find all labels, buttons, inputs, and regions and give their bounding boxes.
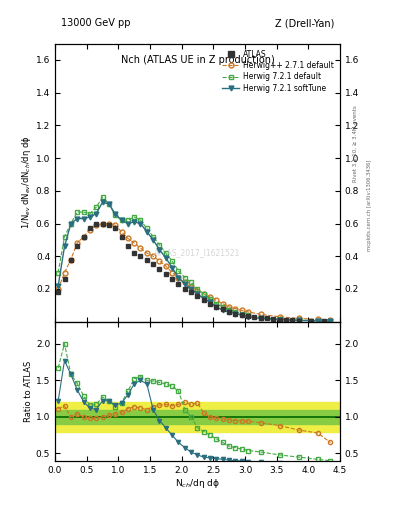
Bar (55, 402, 340, 432)
Bar (55, 410, 340, 424)
Text: 13000 GeV pp: 13000 GeV pp (61, 18, 130, 28)
Text: Nch (ATLAS UE in Z production): Nch (ATLAS UE in Z production) (121, 55, 274, 65)
Legend: ATLAS, Herwig++ 2.7.1 default, Herwig 7.2.1 default, Herwig 7.2.1 softTune: ATLAS, Herwig++ 2.7.1 default, Herwig 7.… (220, 47, 336, 95)
Y-axis label: 1/N$_{ev}$ dN$_{ev}$/dN$_{ch}$/dη dϕ: 1/N$_{ev}$ dN$_{ev}$/dN$_{ch}$/dη dϕ (20, 136, 33, 229)
Y-axis label: Ratio to ATLAS: Ratio to ATLAS (24, 360, 33, 422)
X-axis label: N$_{ch}$/dη dϕ: N$_{ch}$/dη dϕ (175, 477, 220, 490)
Text: Z (Drell-Yan): Z (Drell-Yan) (275, 18, 334, 28)
Text: mcplots.cern.ch [arXiv:1306.3436]: mcplots.cern.ch [arXiv:1306.3436] (367, 159, 372, 250)
Text: Rivet 3.1.10, ≥ 3.4M events: Rivet 3.1.10, ≥ 3.4M events (353, 105, 358, 182)
Text: ATLAS_2017_I1621521: ATLAS_2017_I1621521 (154, 248, 241, 257)
